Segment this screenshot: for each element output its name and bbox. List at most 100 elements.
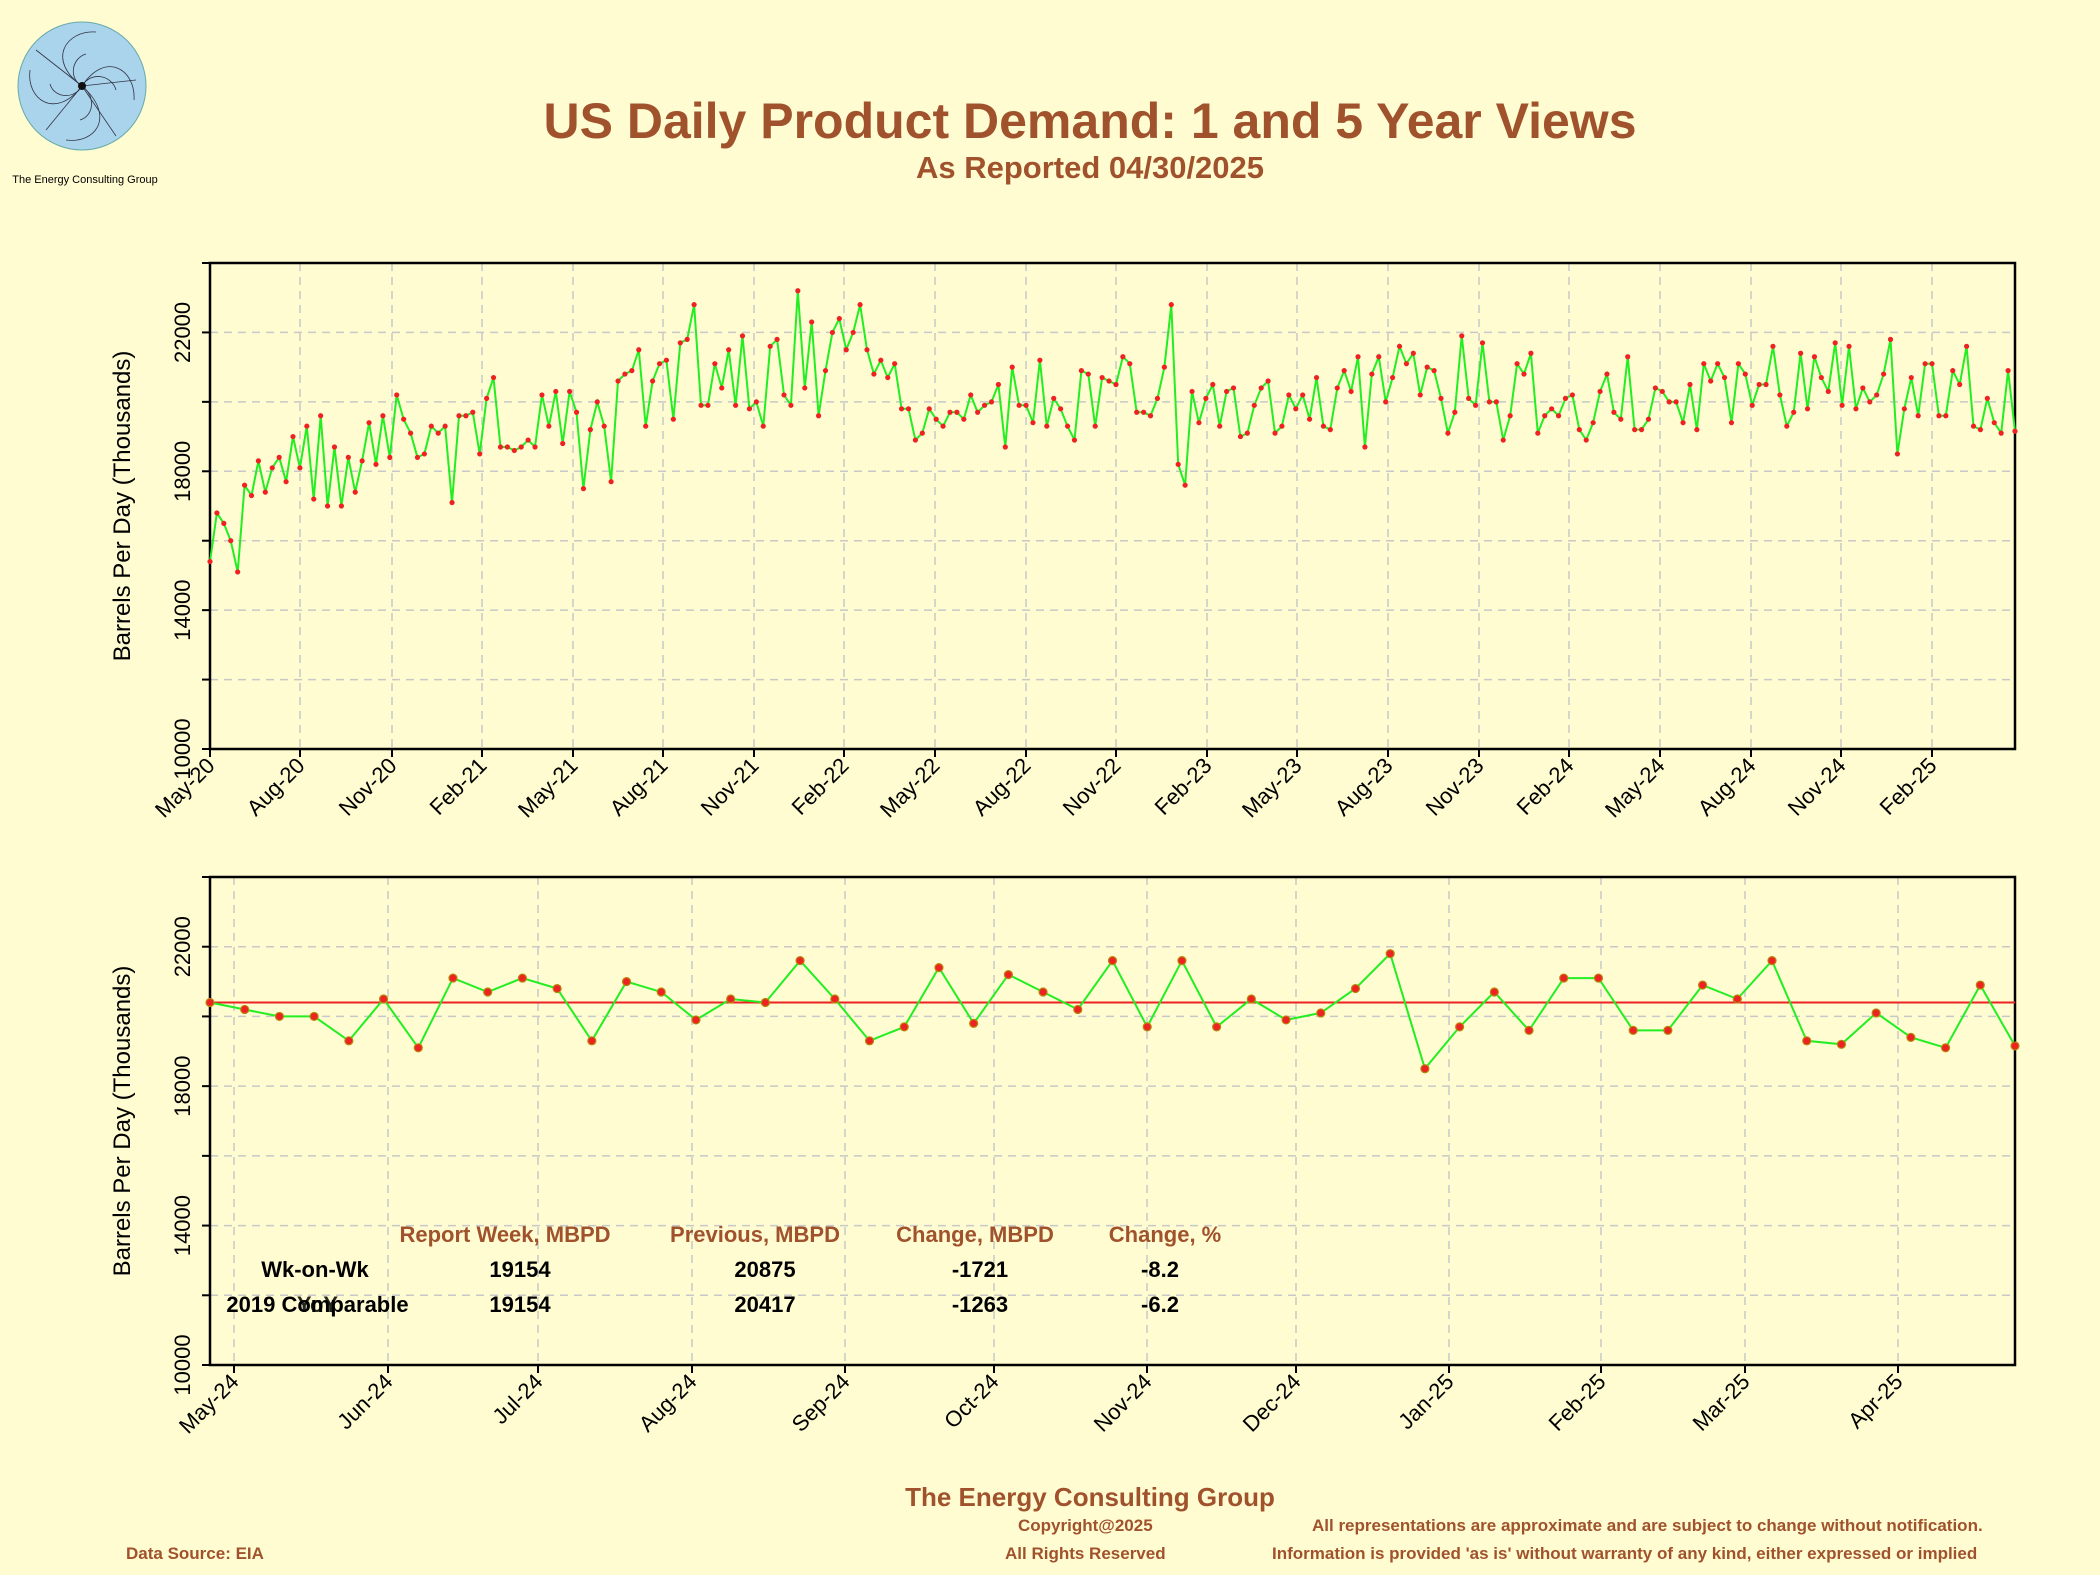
data-point: [1237, 433, 1244, 440]
data-point: [843, 347, 849, 353]
y-tick-label: 22000: [170, 916, 195, 977]
x-tick-label: Aug-20: [242, 753, 310, 821]
data-point: [1593, 973, 1604, 983]
data-point: [809, 319, 815, 325]
data-point: [394, 392, 400, 398]
data-point: [1583, 437, 1589, 443]
data-point: [795, 956, 805, 966]
data-point: [470, 409, 476, 415]
x-tick-label: Nov-22: [1058, 753, 1126, 821]
data-point: [885, 374, 891, 381]
data-point: [746, 406, 753, 412]
data-point: [1251, 402, 1257, 408]
data-point: [1514, 361, 1520, 367]
data-point: [1244, 430, 1250, 436]
data-point: [207, 558, 213, 565]
data-point: [1286, 392, 1292, 398]
data-point: [567, 388, 573, 395]
data-point: [871, 371, 877, 377]
data-point: [726, 347, 732, 353]
data-point: [1341, 368, 1347, 374]
data-point: [988, 399, 995, 405]
data-point: [1177, 956, 1187, 966]
data-point: [954, 409, 960, 415]
data-point: [1943, 413, 1949, 419]
data-point: [1555, 413, 1562, 419]
data-point: [517, 973, 528, 983]
data-point: [1168, 302, 1174, 308]
data-point: [933, 416, 939, 422]
data-point: [629, 368, 635, 374]
data-point: [670, 416, 676, 422]
data-point: [1991, 420, 1997, 426]
data-point: [1666, 399, 1672, 405]
data-point: [580, 486, 587, 492]
data-point: [636, 347, 642, 353]
data-point: [1535, 430, 1541, 436]
data-point: [221, 520, 227, 526]
data-point: [1784, 423, 1790, 429]
data-point: [1293, 406, 1299, 412]
data-point: [235, 569, 241, 575]
data-point: [1687, 381, 1693, 388]
data-point: [1051, 395, 1057, 401]
data-point: [1811, 354, 1818, 360]
data-point: [1791, 409, 1797, 415]
data-point: [344, 1036, 354, 1046]
data-point: [1604, 371, 1610, 377]
data-point: [850, 329, 856, 336]
data-point: [1901, 406, 1907, 412]
data-point: [1853, 406, 1859, 412]
data-point: [214, 510, 220, 516]
data-point: [753, 399, 759, 405]
data-point: [255, 458, 262, 464]
data-point: [1002, 444, 1008, 450]
data-point: [1867, 399, 1873, 405]
data-point: [587, 1036, 597, 1046]
data-point: [1694, 427, 1700, 433]
data-point: [1313, 374, 1320, 381]
data-point: [1936, 413, 1942, 419]
data-point: [428, 423, 434, 429]
x-tick-label: Apr-25: [1843, 1369, 1907, 1433]
data-point: [1659, 388, 1665, 395]
data-point: [864, 347, 870, 353]
data-point: [1142, 1022, 1152, 1032]
data-point: [663, 357, 670, 363]
data-point: [1147, 413, 1154, 419]
data-point: [677, 340, 683, 346]
data-point: [698, 402, 704, 408]
y-tick-label: 10000: [170, 1334, 195, 1395]
footer-data-source: Data Source: EIA: [126, 1544, 264, 1563]
data-point: [1452, 409, 1458, 415]
data-point: [1078, 368, 1084, 374]
data-point: [719, 385, 725, 391]
data-point: [1645, 416, 1652, 422]
data-point: [205, 997, 215, 1008]
data-point: [795, 288, 801, 294]
data-point: [1224, 388, 1230, 395]
data-point: [1576, 427, 1582, 433]
logo-caption: The Energy Consulting Group: [12, 174, 158, 186]
data-point: [1334, 385, 1340, 391]
data-point: [940, 423, 946, 429]
x-tick-label: May-23: [1237, 753, 1307, 823]
data-point: [1802, 1036, 1812, 1046]
table-cell-change: -1721: [951, 1257, 1009, 1282]
x-tick-label: Feb-21: [425, 753, 492, 820]
data-point: [1424, 364, 1430, 370]
table-header-change-pct: Change, %: [1108, 1222, 1222, 1247]
data-point: [338, 503, 344, 509]
data-point: [1272, 430, 1278, 436]
plot-frame: [208, 261, 2017, 751]
data-point: [981, 402, 988, 408]
company-logo: [17, 21, 147, 151]
y-tick-label: 14000: [170, 580, 195, 641]
x-tick-label: Sep-24: [787, 1369, 855, 1437]
data-point: [1708, 378, 1714, 384]
x-tick-label: Feb-24: [1512, 753, 1579, 820]
x-tick-label: Nov-20: [334, 753, 402, 821]
data-point: [248, 492, 255, 499]
data-point: [546, 423, 552, 429]
data-point: [318, 413, 324, 419]
